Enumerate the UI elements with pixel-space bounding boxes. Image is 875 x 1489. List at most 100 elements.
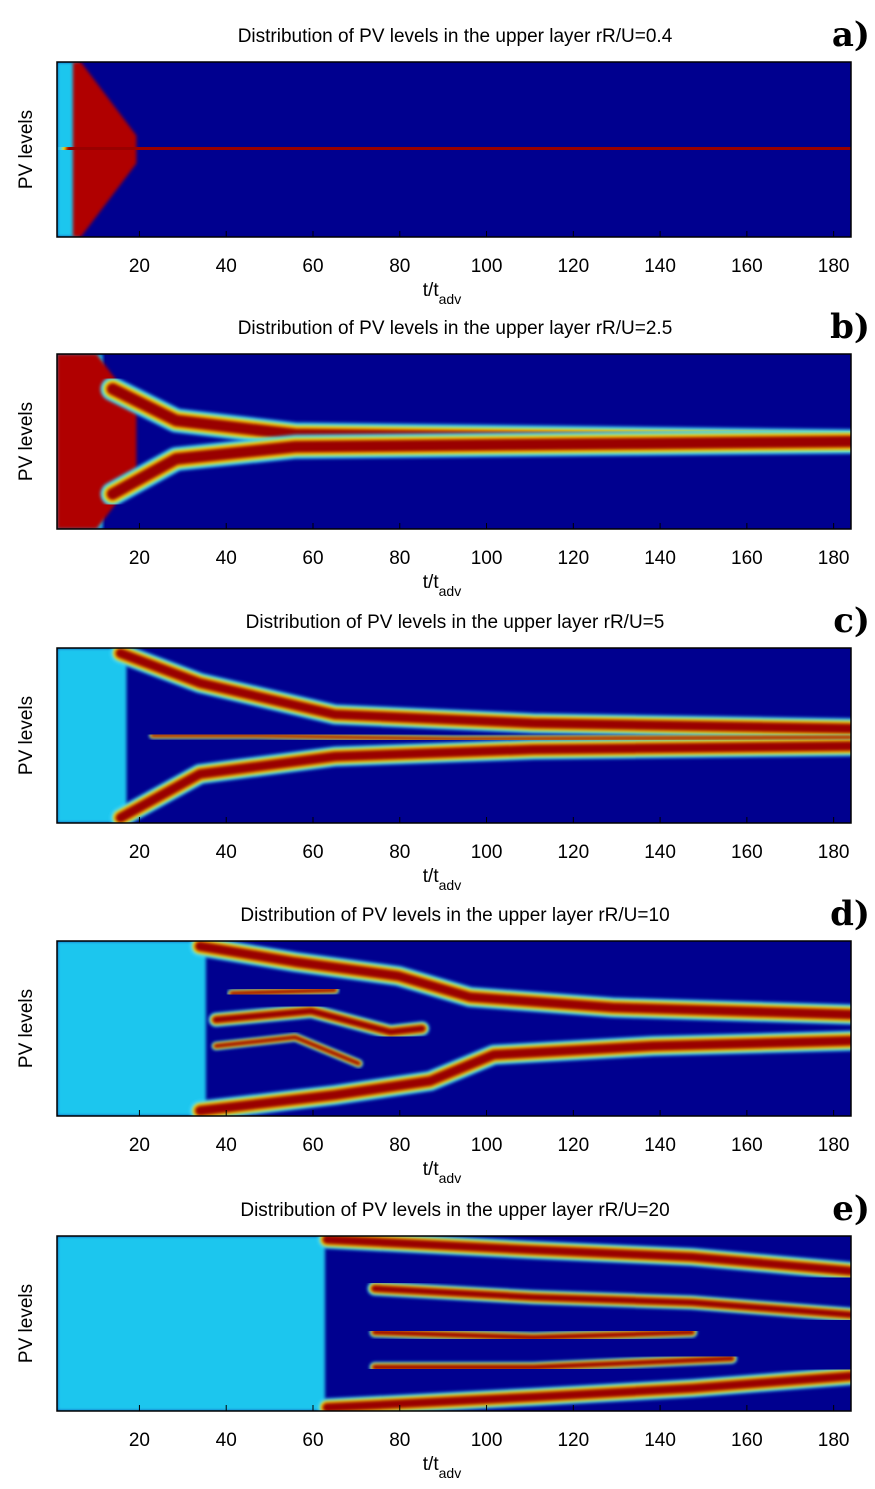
heatmap xyxy=(57,354,851,529)
x-tick-label: 80 xyxy=(389,1135,410,1156)
x-axis-label: t/tadv xyxy=(423,1454,461,1481)
x-axis-label-sub: adv xyxy=(439,877,462,893)
y-axis-label: PV levels xyxy=(16,1284,37,1363)
heatmap xyxy=(57,62,851,237)
x-axis-label: t/tadv xyxy=(423,866,461,893)
x-tick-label: 80 xyxy=(389,842,410,863)
x-tick-label: 180 xyxy=(818,256,850,277)
x-axis-label: t/tadv xyxy=(423,280,461,307)
x-tick-label: 140 xyxy=(644,842,676,863)
x-tick-label: 140 xyxy=(644,1135,676,1156)
heatmap-band xyxy=(229,988,337,996)
panel-label: a) xyxy=(832,15,870,55)
x-axis-label-sub: adv xyxy=(439,583,462,599)
x-tick-label: 60 xyxy=(302,1430,323,1451)
x-tick-label: 40 xyxy=(216,842,237,863)
x-tick-label: 160 xyxy=(731,548,763,569)
panel: Distribution of PV levels in the upper l… xyxy=(16,307,870,599)
heatmap-band xyxy=(150,734,851,741)
panel: Distribution of PV levels in the upper l… xyxy=(16,894,870,1186)
x-tick-label: 160 xyxy=(731,842,763,863)
heatmap-uniform xyxy=(57,941,206,1116)
x-tick-label: 100 xyxy=(471,548,503,569)
panel-title: Distribution of PV levels in the upper l… xyxy=(238,318,673,339)
panel: Distribution of PV levels in the upper l… xyxy=(16,1189,870,1481)
x-tick-label: 160 xyxy=(731,1430,763,1451)
x-tick-label: 40 xyxy=(216,256,237,277)
heatmap xyxy=(57,648,851,823)
heatmap-band xyxy=(115,648,851,734)
x-tick-label: 120 xyxy=(557,256,589,277)
x-axis-label: t/tadv xyxy=(423,572,461,599)
heatmap-band xyxy=(372,1356,735,1370)
x-tick-label: 160 xyxy=(731,256,763,277)
heatmap-band xyxy=(322,1236,851,1276)
x-tick-label: 120 xyxy=(557,1430,589,1451)
heatmap-band xyxy=(65,140,851,157)
x-tick-label: 180 xyxy=(818,842,850,863)
heatmap-uniform xyxy=(57,648,127,823)
x-tick-label: 180 xyxy=(818,548,850,569)
heatmap-band xyxy=(371,1285,851,1319)
x-axis-label-sub: adv xyxy=(439,291,462,307)
heatmap-band xyxy=(212,1007,426,1036)
panel-title: Distribution of PV levels in the upper l… xyxy=(238,26,673,47)
x-tick-label: 20 xyxy=(129,842,150,863)
plot-frame xyxy=(56,61,852,238)
heatmap-uniform xyxy=(57,1236,326,1411)
y-axis-label: PV levels xyxy=(16,989,37,1068)
panel: Distribution of PV levels in the upper l… xyxy=(16,15,870,307)
heatmap-band xyxy=(115,741,851,823)
x-axis-label-sub: adv xyxy=(439,1170,462,1186)
heatmap-band xyxy=(213,1035,361,1066)
x-tick-label: 60 xyxy=(302,548,323,569)
x-tick-label: 100 xyxy=(471,256,503,277)
x-tick-label: 60 xyxy=(302,1135,323,1156)
x-tick-label: 20 xyxy=(129,548,150,569)
x-tick-label: 120 xyxy=(557,842,589,863)
x-tick-label: 80 xyxy=(389,256,410,277)
x-axis-label: t/tadv xyxy=(423,1159,461,1186)
heatmap xyxy=(57,941,851,1116)
x-tick-label: 60 xyxy=(302,256,323,277)
panel-title: Distribution of PV levels in the upper l… xyxy=(246,612,665,633)
panel-label: c) xyxy=(833,601,870,641)
panel-label: b) xyxy=(830,307,870,347)
heatmap-band xyxy=(194,941,851,1020)
heatmap-band xyxy=(194,1035,851,1116)
panel: Distribution of PV levels in the upper l… xyxy=(16,601,870,893)
x-tick-label: 100 xyxy=(471,842,503,863)
x-tick-label: 20 xyxy=(129,1135,150,1156)
x-tick-label: 140 xyxy=(644,256,676,277)
x-tick-label: 180 xyxy=(818,1135,850,1156)
x-tick-label: 160 xyxy=(731,1135,763,1156)
x-tick-label: 40 xyxy=(216,1135,237,1156)
x-tick-label: 80 xyxy=(389,1430,410,1451)
x-tick-label: 140 xyxy=(644,548,676,569)
x-tick-label: 40 xyxy=(216,548,237,569)
x-tick-label: 100 xyxy=(471,1430,503,1451)
heatmap-band xyxy=(372,1329,695,1340)
heatmap xyxy=(57,1236,851,1411)
x-tick-label: 100 xyxy=(471,1135,503,1156)
heatmap-band xyxy=(322,1371,851,1411)
panel-title: Distribution of PV levels in the upper l… xyxy=(240,1200,669,1221)
plot-frame xyxy=(56,1235,852,1412)
panel-title: Distribution of PV levels in the upper l… xyxy=(240,905,669,926)
x-tick-label: 20 xyxy=(129,1430,150,1451)
plot-frame xyxy=(56,353,852,530)
x-axis-label-sub: adv xyxy=(439,1465,462,1481)
x-tick-label: 140 xyxy=(644,1430,676,1451)
x-tick-label: 180 xyxy=(818,1430,850,1451)
y-axis-label: PV levels xyxy=(16,696,37,775)
heatmap-band xyxy=(106,435,851,500)
x-tick-label: 40 xyxy=(216,1430,237,1451)
x-tick-label: 80 xyxy=(389,548,410,569)
panel-label: e) xyxy=(832,1189,870,1229)
x-tick-label: 20 xyxy=(129,256,150,277)
panel-label: d) xyxy=(830,894,870,934)
plot-frame xyxy=(56,647,852,824)
x-tick-label: 60 xyxy=(302,842,323,863)
plot-frame xyxy=(56,940,852,1117)
